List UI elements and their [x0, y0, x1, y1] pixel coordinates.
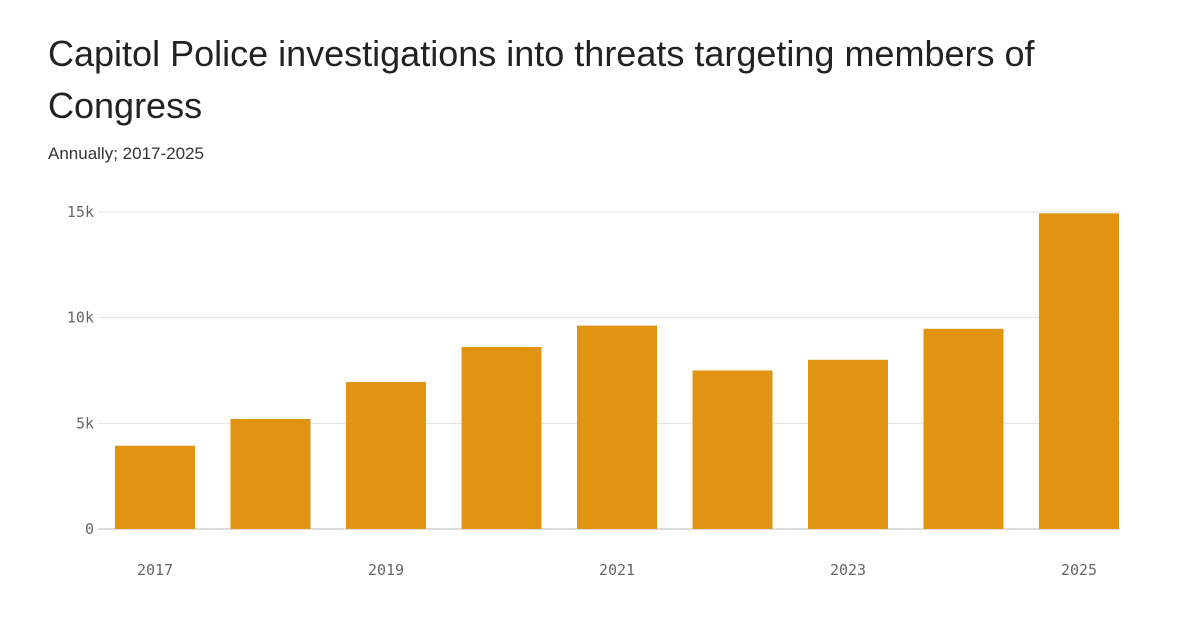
x-tick-label: 2023: [830, 561, 866, 579]
bar-2017: [115, 445, 195, 529]
y-tick-label: 5k: [76, 414, 94, 432]
y-tick-label: 0: [85, 520, 94, 538]
bar-2023: [808, 359, 888, 529]
x-tick-label: 2017: [137, 561, 173, 579]
x-tick-label: 2021: [599, 561, 635, 579]
bar-2025: [1039, 213, 1119, 529]
bar-2021: [577, 325, 657, 529]
x-tick-label: 2019: [368, 561, 404, 579]
x-tick-label: 2025: [1061, 561, 1097, 579]
chart-subtitle: Annually; 2017-2025: [48, 144, 204, 163]
y-tick-label: 10k: [67, 309, 94, 327]
bar-2019: [346, 382, 426, 529]
bar-2022: [692, 370, 773, 529]
chart-title: Capitol Police investigations into threa…: [48, 33, 1035, 126]
bar-2018: [230, 418, 311, 529]
bar-2024: [923, 328, 1004, 529]
bar-2020: [461, 346, 542, 529]
y-tick-label: 15k: [67, 203, 94, 221]
